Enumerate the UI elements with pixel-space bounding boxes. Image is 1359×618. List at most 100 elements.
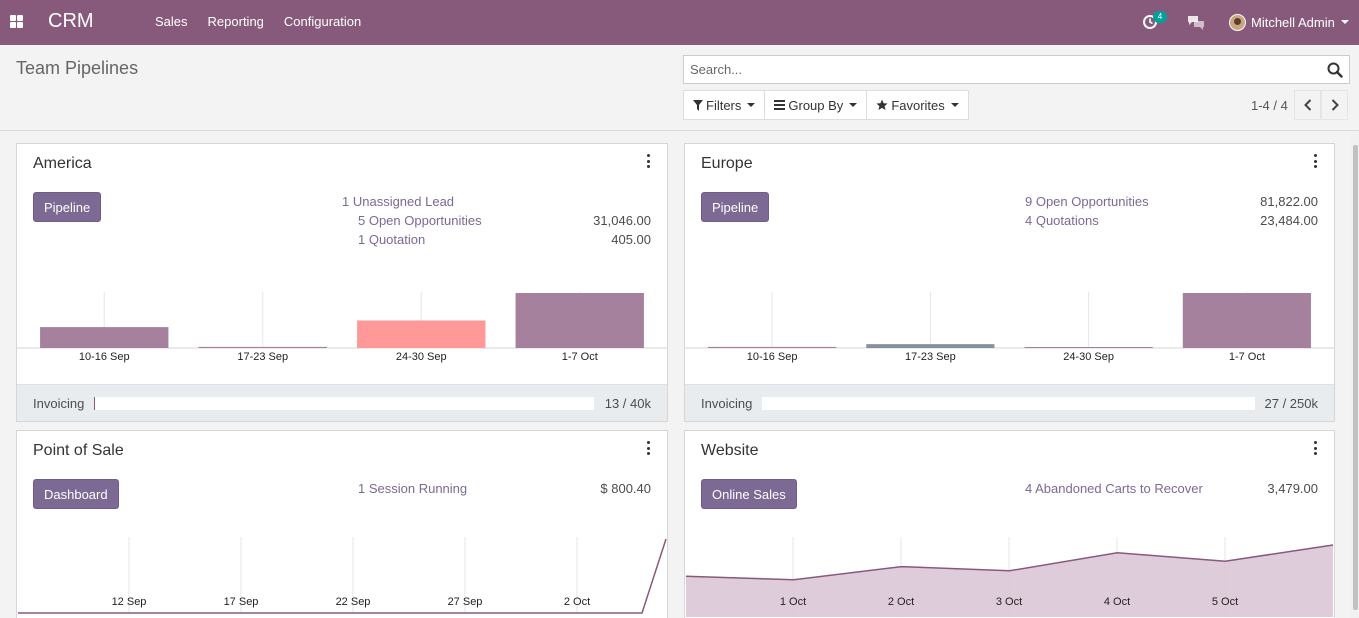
- chart-bar: [40, 327, 169, 348]
- pipeline-bar-chart[interactable]: 10-16 Sep 17-23 Sep 24-30 Sep 1-7 Oct: [17, 289, 667, 369]
- open-opportunities-link[interactable]: 5 Open Opportunities: [358, 213, 482, 228]
- team-card-europe: Europe Pipeline 9 Open Opportunities 81,…: [684, 143, 1335, 422]
- user-menu[interactable]: Mitchell Admin: [1229, 12, 1349, 32]
- page-title: Team Pipelines: [16, 58, 139, 78]
- pager-next-button[interactable]: [1321, 90, 1348, 120]
- unassigned-leads-link[interactable]: 1 Unassigned Lead: [342, 194, 455, 209]
- x-tick-label: 10-16 Sep: [747, 351, 798, 363]
- x-tick-label: 2 Oct: [888, 596, 914, 608]
- abandoned-carts-link[interactable]: 4 Abandoned Carts to Recover: [1025, 481, 1203, 496]
- user-avatar: [1229, 13, 1246, 31]
- invoicing-value: 27 / 250k: [1264, 396, 1319, 411]
- x-tick-label: 17 Sep: [224, 596, 259, 608]
- x-tick-label: 24-30 Sep: [1063, 351, 1114, 363]
- open-opportunities-value: 31,046.00: [593, 213, 651, 228]
- star-icon: [876, 99, 888, 110]
- pager-previous-button[interactable]: [1294, 90, 1321, 120]
- chevron-down-icon: [849, 103, 858, 107]
- abandoned-carts-value: 3,479.00: [1267, 481, 1318, 496]
- online-sales-button[interactable]: Online Sales: [701, 479, 797, 509]
- session-running-value: $ 800.40: [600, 481, 651, 496]
- chart-bar: [198, 346, 327, 348]
- menu-configuration[interactable]: Configuration: [283, 14, 362, 29]
- x-tick-label: 1 Oct: [780, 596, 806, 608]
- sales-area-chart[interactable]: 1 Oct 2 Oct 3 Oct 4 Oct 5 Oct: [685, 537, 1334, 617]
- x-tick-label: 4 Oct: [1104, 596, 1130, 608]
- open-opportunities-value: 81,822.00: [1260, 194, 1318, 209]
- search-icon[interactable]: [1324, 59, 1346, 81]
- main-menu: Sales Reporting Configuration: [145, 0, 371, 45]
- chart-bar: [515, 293, 644, 348]
- app-brand[interactable]: CRM: [48, 10, 94, 32]
- team-title: Point of Sale: [33, 442, 124, 459]
- chevron-right-icon: [1331, 99, 1339, 111]
- quotations-link[interactable]: 4 Quotations: [1025, 213, 1099, 228]
- quotations-value: 405.00: [611, 232, 651, 247]
- chart-line: [685, 544, 1334, 581]
- team-card-point-of-sale: Point of Sale Dashboard 1 Session Runnin…: [16, 430, 668, 618]
- scrollbar-thumb[interactable]: [1353, 145, 1358, 610]
- dashboard-button[interactable]: Dashboard: [33, 479, 119, 509]
- sales-line-chart[interactable]: 12 Sep 17 Sep 22 Sep 27 Sep 2 Oct: [17, 537, 667, 617]
- x-tick-label: 27 Sep: [448, 596, 483, 608]
- chevron-down-icon: [1340, 20, 1349, 24]
- menu-sales[interactable]: Sales: [155, 14, 188, 29]
- chart-area: [686, 545, 1333, 617]
- chart-bar: [866, 344, 995, 348]
- x-tick-label: 12 Sep: [112, 596, 147, 608]
- session-running-link[interactable]: 1 Session Running: [358, 481, 468, 496]
- dropdown-dots-icon[interactable]: [645, 154, 651, 168]
- chart-bar: [357, 320, 486, 348]
- pipeline-button[interactable]: Pipeline: [701, 192, 770, 222]
- search-bar: [683, 55, 1350, 84]
- x-tick-label: 1-7 Oct: [1229, 351, 1265, 363]
- invoicing-progress-bar[interactable]: [762, 397, 1255, 410]
- favorites-label: Favorites: [891, 97, 945, 113]
- invoicing-row: Invoicing 13 / 40k: [17, 384, 667, 421]
- x-tick-label: 2 Oct: [564, 596, 590, 608]
- activity-count-badge: 4: [1153, 11, 1167, 23]
- list-bars-icon: [774, 100, 786, 110]
- team-title: Website: [701, 442, 759, 459]
- search-input[interactable]: [684, 56, 1324, 83]
- chevron-down-icon: [950, 103, 959, 107]
- quotations-link[interactable]: 1 Quotation: [358, 232, 426, 247]
- chart-bar: [1024, 347, 1153, 348]
- invoicing-progress-bar[interactable]: [94, 397, 594, 410]
- control-panel: Team Pipelines Filters Group By Favorite…: [0, 45, 1359, 131]
- x-tick-label: 22 Sep: [336, 596, 371, 608]
- chat-bubbles-icon[interactable]: [1187, 14, 1205, 30]
- x-tick-label: 10-16 Sep: [79, 351, 130, 363]
- chart-bar: [708, 346, 837, 348]
- invoicing-value: 13 / 40k: [604, 396, 651, 411]
- favorites-button[interactable]: Favorites: [866, 90, 969, 120]
- pipeline-button[interactable]: Pipeline: [33, 192, 102, 222]
- groupby-button[interactable]: Group By: [764, 90, 868, 120]
- pipeline-bar-chart[interactable]: 10-16 Sep 17-23 Sep 24-30 Sep 1-7 Oct: [685, 289, 1334, 369]
- filters-label: Filters: [706, 97, 742, 113]
- x-tick-label: 3 Oct: [996, 596, 1022, 608]
- invoicing-label: Invoicing: [33, 396, 85, 411]
- search-options: Filters Group By Favorites: [683, 90, 969, 120]
- funnel-icon: [693, 99, 703, 111]
- chart-bar: [1182, 293, 1311, 348]
- open-opportunities-link[interactable]: 9 Open Opportunities: [1025, 194, 1149, 209]
- x-tick-label: 1-7 Oct: [562, 351, 598, 363]
- team-card-website: Website Online Sales 4 Abandoned Carts t…: [684, 430, 1335, 618]
- team-card-america: America Pipeline 1 Unassigned Lead 5 Ope…: [16, 143, 668, 422]
- dropdown-dots-icon[interactable]: [645, 441, 651, 455]
- dropdown-dots-icon[interactable]: [1312, 441, 1318, 455]
- invoicing-row: Invoicing 27 / 250k: [685, 384, 1334, 421]
- team-title: Europe: [701, 155, 753, 172]
- apps-menu-icon[interactable]: [10, 15, 23, 28]
- filters-button[interactable]: Filters: [683, 90, 766, 120]
- x-tick-label: 17-23 Sep: [905, 351, 956, 363]
- chevron-left-icon: [1303, 99, 1311, 111]
- groupby-label: Group By: [788, 97, 844, 113]
- dropdown-dots-icon[interactable]: [1312, 154, 1318, 168]
- user-name: Mitchell Admin: [1251, 14, 1335, 30]
- pager-value[interactable]: 1-4 / 4: [1251, 98, 1288, 113]
- menu-reporting[interactable]: Reporting: [207, 14, 264, 29]
- x-tick-label: 5 Oct: [1212, 596, 1238, 608]
- top-navbar: CRM Sales Reporting Configuration 4 Mitc…: [0, 0, 1359, 45]
